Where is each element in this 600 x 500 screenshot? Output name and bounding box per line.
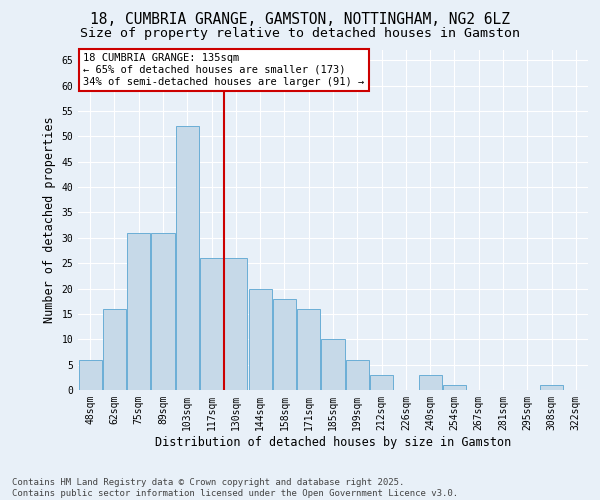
Bar [273, 298, 296, 390]
Bar [443, 385, 466, 390]
Bar [346, 360, 369, 390]
Bar [540, 385, 563, 390]
Bar [224, 258, 247, 390]
Bar [322, 340, 344, 390]
Y-axis label: Number of detached properties: Number of detached properties [43, 116, 56, 324]
Text: 18 CUMBRIA GRANGE: 135sqm
← 65% of detached houses are smaller (173)
34% of semi: 18 CUMBRIA GRANGE: 135sqm ← 65% of detac… [83, 54, 364, 86]
Bar [200, 258, 223, 390]
Bar [176, 126, 199, 390]
Bar [297, 309, 320, 390]
Text: Contains HM Land Registry data © Crown copyright and database right 2025.
Contai: Contains HM Land Registry data © Crown c… [12, 478, 458, 498]
Text: Size of property relative to detached houses in Gamston: Size of property relative to detached ho… [80, 28, 520, 40]
Bar [370, 375, 393, 390]
Bar [79, 360, 101, 390]
Text: 18, CUMBRIA GRANGE, GAMSTON, NOTTINGHAM, NG2 6LZ: 18, CUMBRIA GRANGE, GAMSTON, NOTTINGHAM,… [90, 12, 510, 28]
X-axis label: Distribution of detached houses by size in Gamston: Distribution of detached houses by size … [155, 436, 511, 448]
Bar [103, 309, 126, 390]
Bar [151, 232, 175, 390]
Bar [419, 375, 442, 390]
Bar [127, 232, 150, 390]
Bar [248, 288, 272, 390]
